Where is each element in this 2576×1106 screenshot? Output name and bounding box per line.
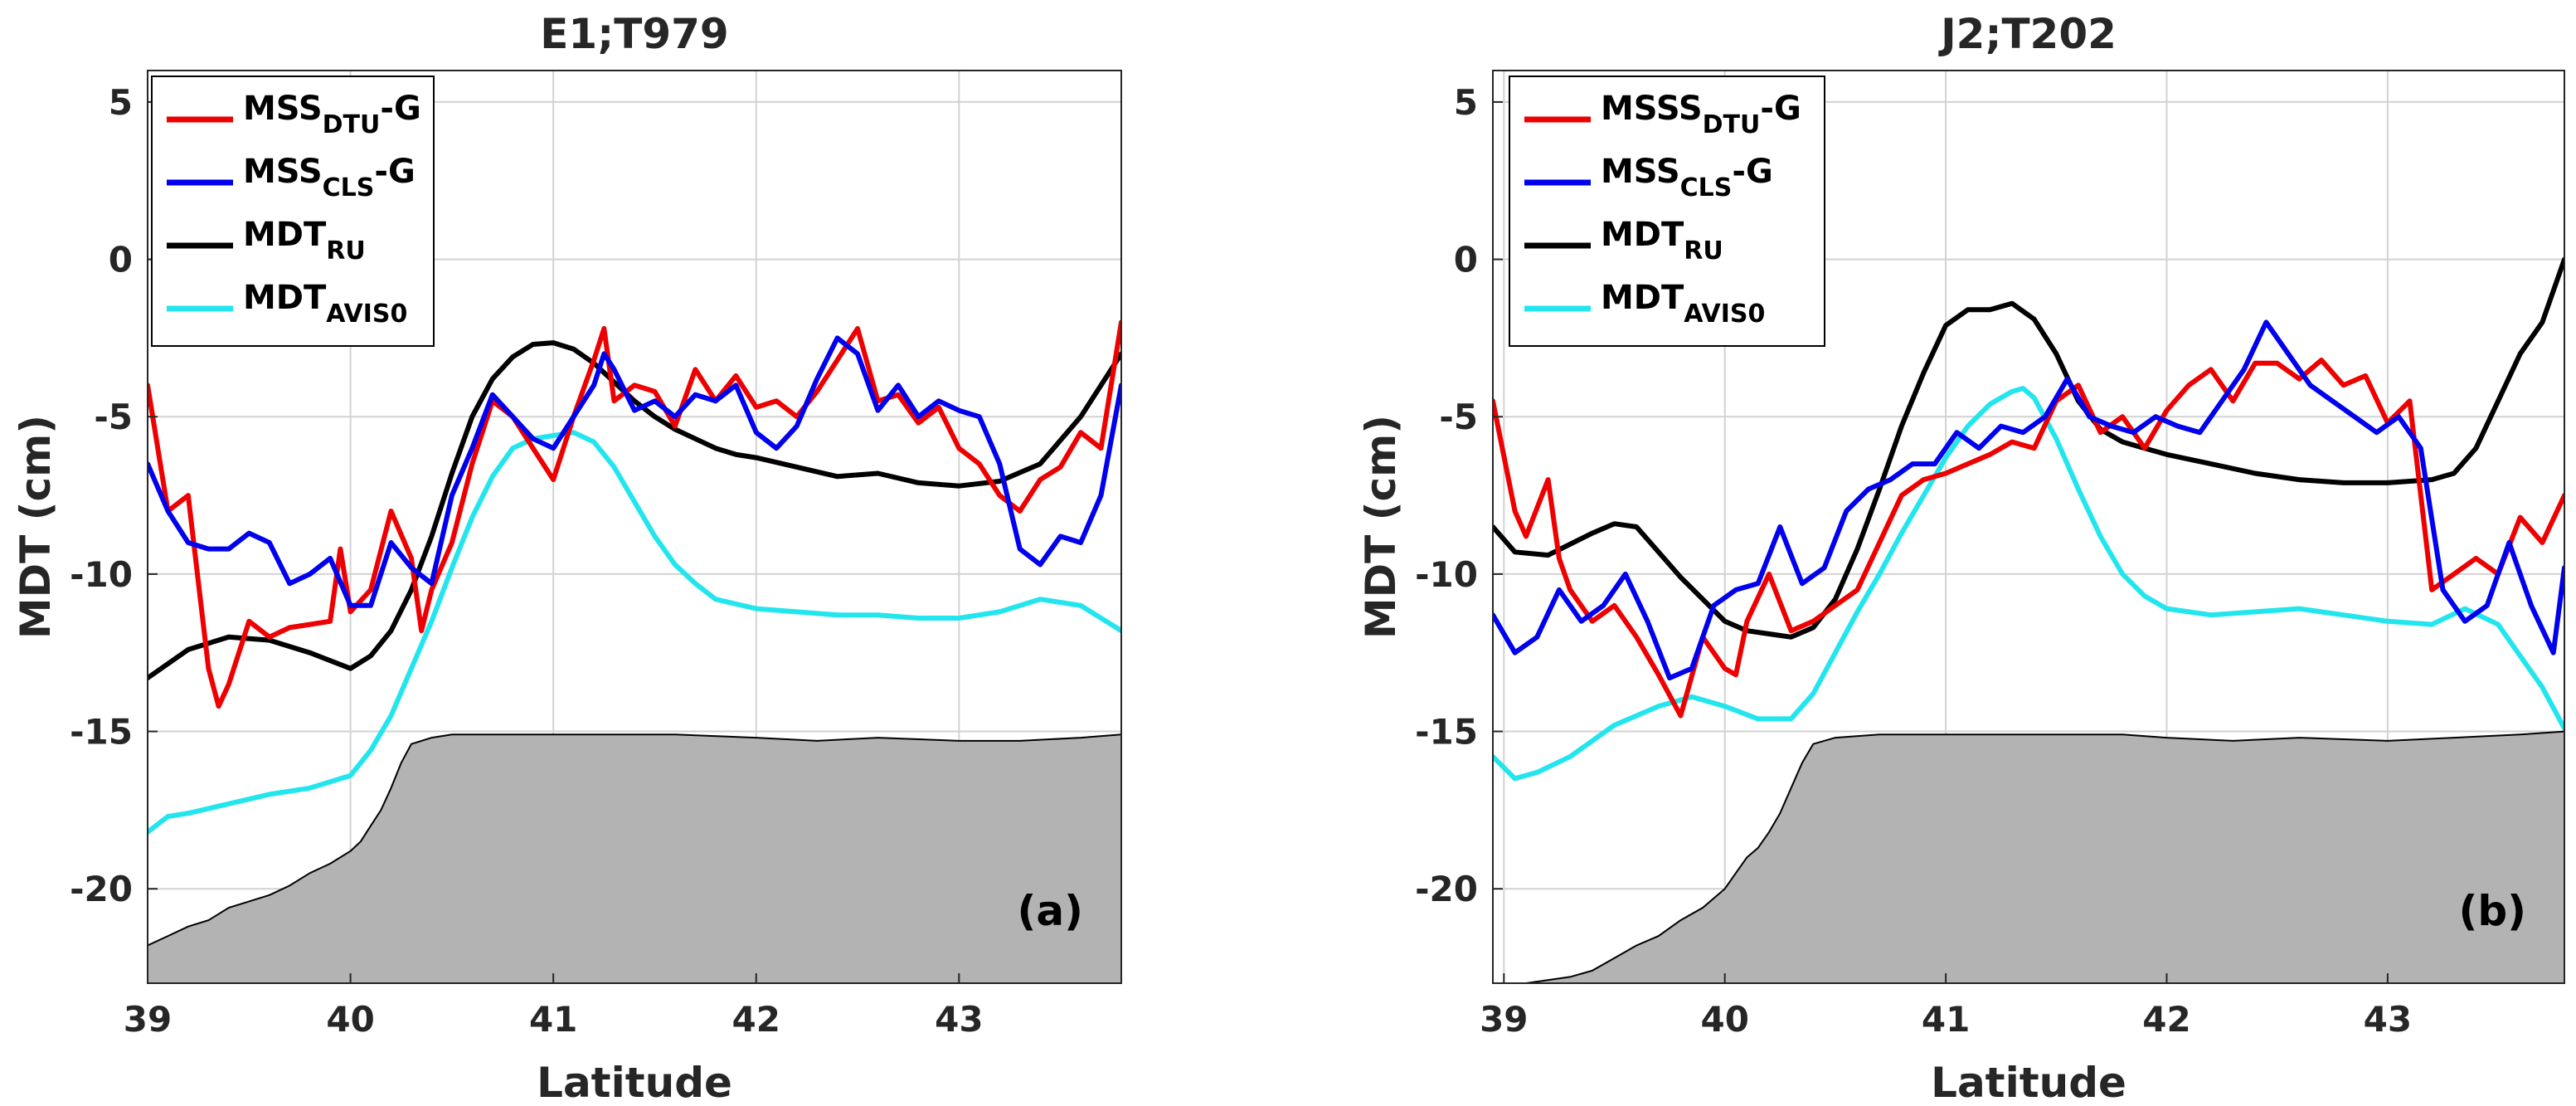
bathymetry-outline xyxy=(1493,730,2564,983)
y-tick-label: -15 xyxy=(70,712,133,753)
x-tick-label: 42 xyxy=(2142,999,2190,1040)
legend-base: MDT xyxy=(1601,279,1684,317)
y-tick-label: -20 xyxy=(70,869,133,909)
x-tick-label: 43 xyxy=(935,999,983,1040)
y-tick-label: -5 xyxy=(94,397,133,437)
x-tick-label: 41 xyxy=(529,999,577,1040)
legend-entry-ru: MDTRU xyxy=(243,216,366,266)
legend-base: MDT xyxy=(243,279,327,317)
x-tick-label: 41 xyxy=(1922,999,1970,1040)
series-line-cls xyxy=(1493,319,2564,681)
x-axis-label: Latitude xyxy=(537,1059,732,1106)
y-axis-label: MDT (cm) xyxy=(1357,415,1405,639)
series-line-aviso xyxy=(1493,386,2564,782)
legend-subscript: AVIS0 xyxy=(1684,300,1765,329)
legend-base: MSS xyxy=(243,153,323,191)
legend-subscript: DTU xyxy=(1703,110,1761,139)
chart-title: E1;T979 xyxy=(540,10,728,58)
series-line-dtu xyxy=(148,319,1121,709)
series-line-cls xyxy=(148,335,1121,608)
legend-base: MSSS xyxy=(1601,90,1703,128)
x-tick-label: 39 xyxy=(1480,999,1528,1040)
legend-subscript: DTU xyxy=(323,110,381,139)
legend-subscript: AVIS0 xyxy=(326,300,407,329)
legend-entry-dtu: MSSSDTU-G xyxy=(1601,90,1801,139)
legend-entry-aviso: MDTAVIS0 xyxy=(1601,279,1765,329)
legend-suffix: -G xyxy=(374,153,415,191)
axes-frame xyxy=(147,70,1122,984)
plot-area xyxy=(148,319,1121,983)
legend-entry-dtu: MSSDTU-G xyxy=(243,90,421,139)
y-tick-label: -20 xyxy=(1415,869,1478,909)
legend-entry-ru: MDTRU xyxy=(1601,216,1723,266)
legend-base: MSS xyxy=(243,90,323,128)
legend-base: MSS xyxy=(1601,153,1680,191)
x-tick-label: 43 xyxy=(2364,999,2412,1040)
series-line-ru xyxy=(1493,256,2564,640)
y-tick-label: 0 xyxy=(1454,240,1478,280)
legend-subscript: RU xyxy=(1684,236,1723,266)
legend-subscript: CLS xyxy=(323,173,375,202)
legend-entry-cls: MSSCLS-G xyxy=(243,153,416,202)
bathymetry-outline xyxy=(148,733,1121,947)
legend-suffix: -G xyxy=(1732,153,1772,191)
x-tick-label: 39 xyxy=(124,999,172,1040)
x-tick-label: 42 xyxy=(732,999,780,1040)
y-tick-label: -10 xyxy=(1415,554,1478,595)
y-tick-label: -10 xyxy=(70,554,133,595)
legend-suffix: -G xyxy=(1760,90,1801,128)
legend-suffix: -G xyxy=(380,90,420,128)
legend-entry-aviso: MDTAVIS0 xyxy=(243,279,407,329)
panel-label: (a) xyxy=(1018,887,1083,935)
bathymetry-area xyxy=(1493,731,2564,983)
plot-area xyxy=(1493,256,2564,983)
legend-subscript: CLS xyxy=(1680,173,1733,202)
y-tick-label: 5 xyxy=(109,82,133,123)
panel-label: (b) xyxy=(2459,887,2527,935)
y-tick-label: -5 xyxy=(1439,397,1478,437)
legend-entry-cls: MSSCLS-G xyxy=(1601,153,1773,202)
x-tick-label: 40 xyxy=(1700,999,1748,1040)
panel-a: 39 40 41 42 43 5 0 -5 -10 -15 -20 E1;T979 Latitude MD… xyxy=(12,10,1122,1106)
legend-base: MDT xyxy=(243,216,327,254)
panel-b: 39 40 41 42 43 5 0 -5 -10 -15 -20 J2;T202 Latitude MD… xyxy=(1357,10,2565,1106)
bathymetry-area xyxy=(148,734,1121,983)
y-tick-label: -15 xyxy=(1415,712,1478,753)
y-axis-label: MDT (cm) xyxy=(12,415,60,639)
x-axis-label: Latitude xyxy=(1931,1059,2126,1106)
y-tick-label: 0 xyxy=(109,240,133,280)
series-line-aviso xyxy=(148,430,1121,835)
legend-base: MDT xyxy=(1601,216,1684,254)
x-tick-label: 40 xyxy=(326,999,374,1040)
chart-title: J2;T202 xyxy=(1938,10,2117,58)
axes-frame xyxy=(1492,70,2565,984)
series-line-dtu xyxy=(1493,358,2564,719)
legend-subscript: RU xyxy=(326,236,365,266)
y-tick-label: 5 xyxy=(1454,82,1478,123)
